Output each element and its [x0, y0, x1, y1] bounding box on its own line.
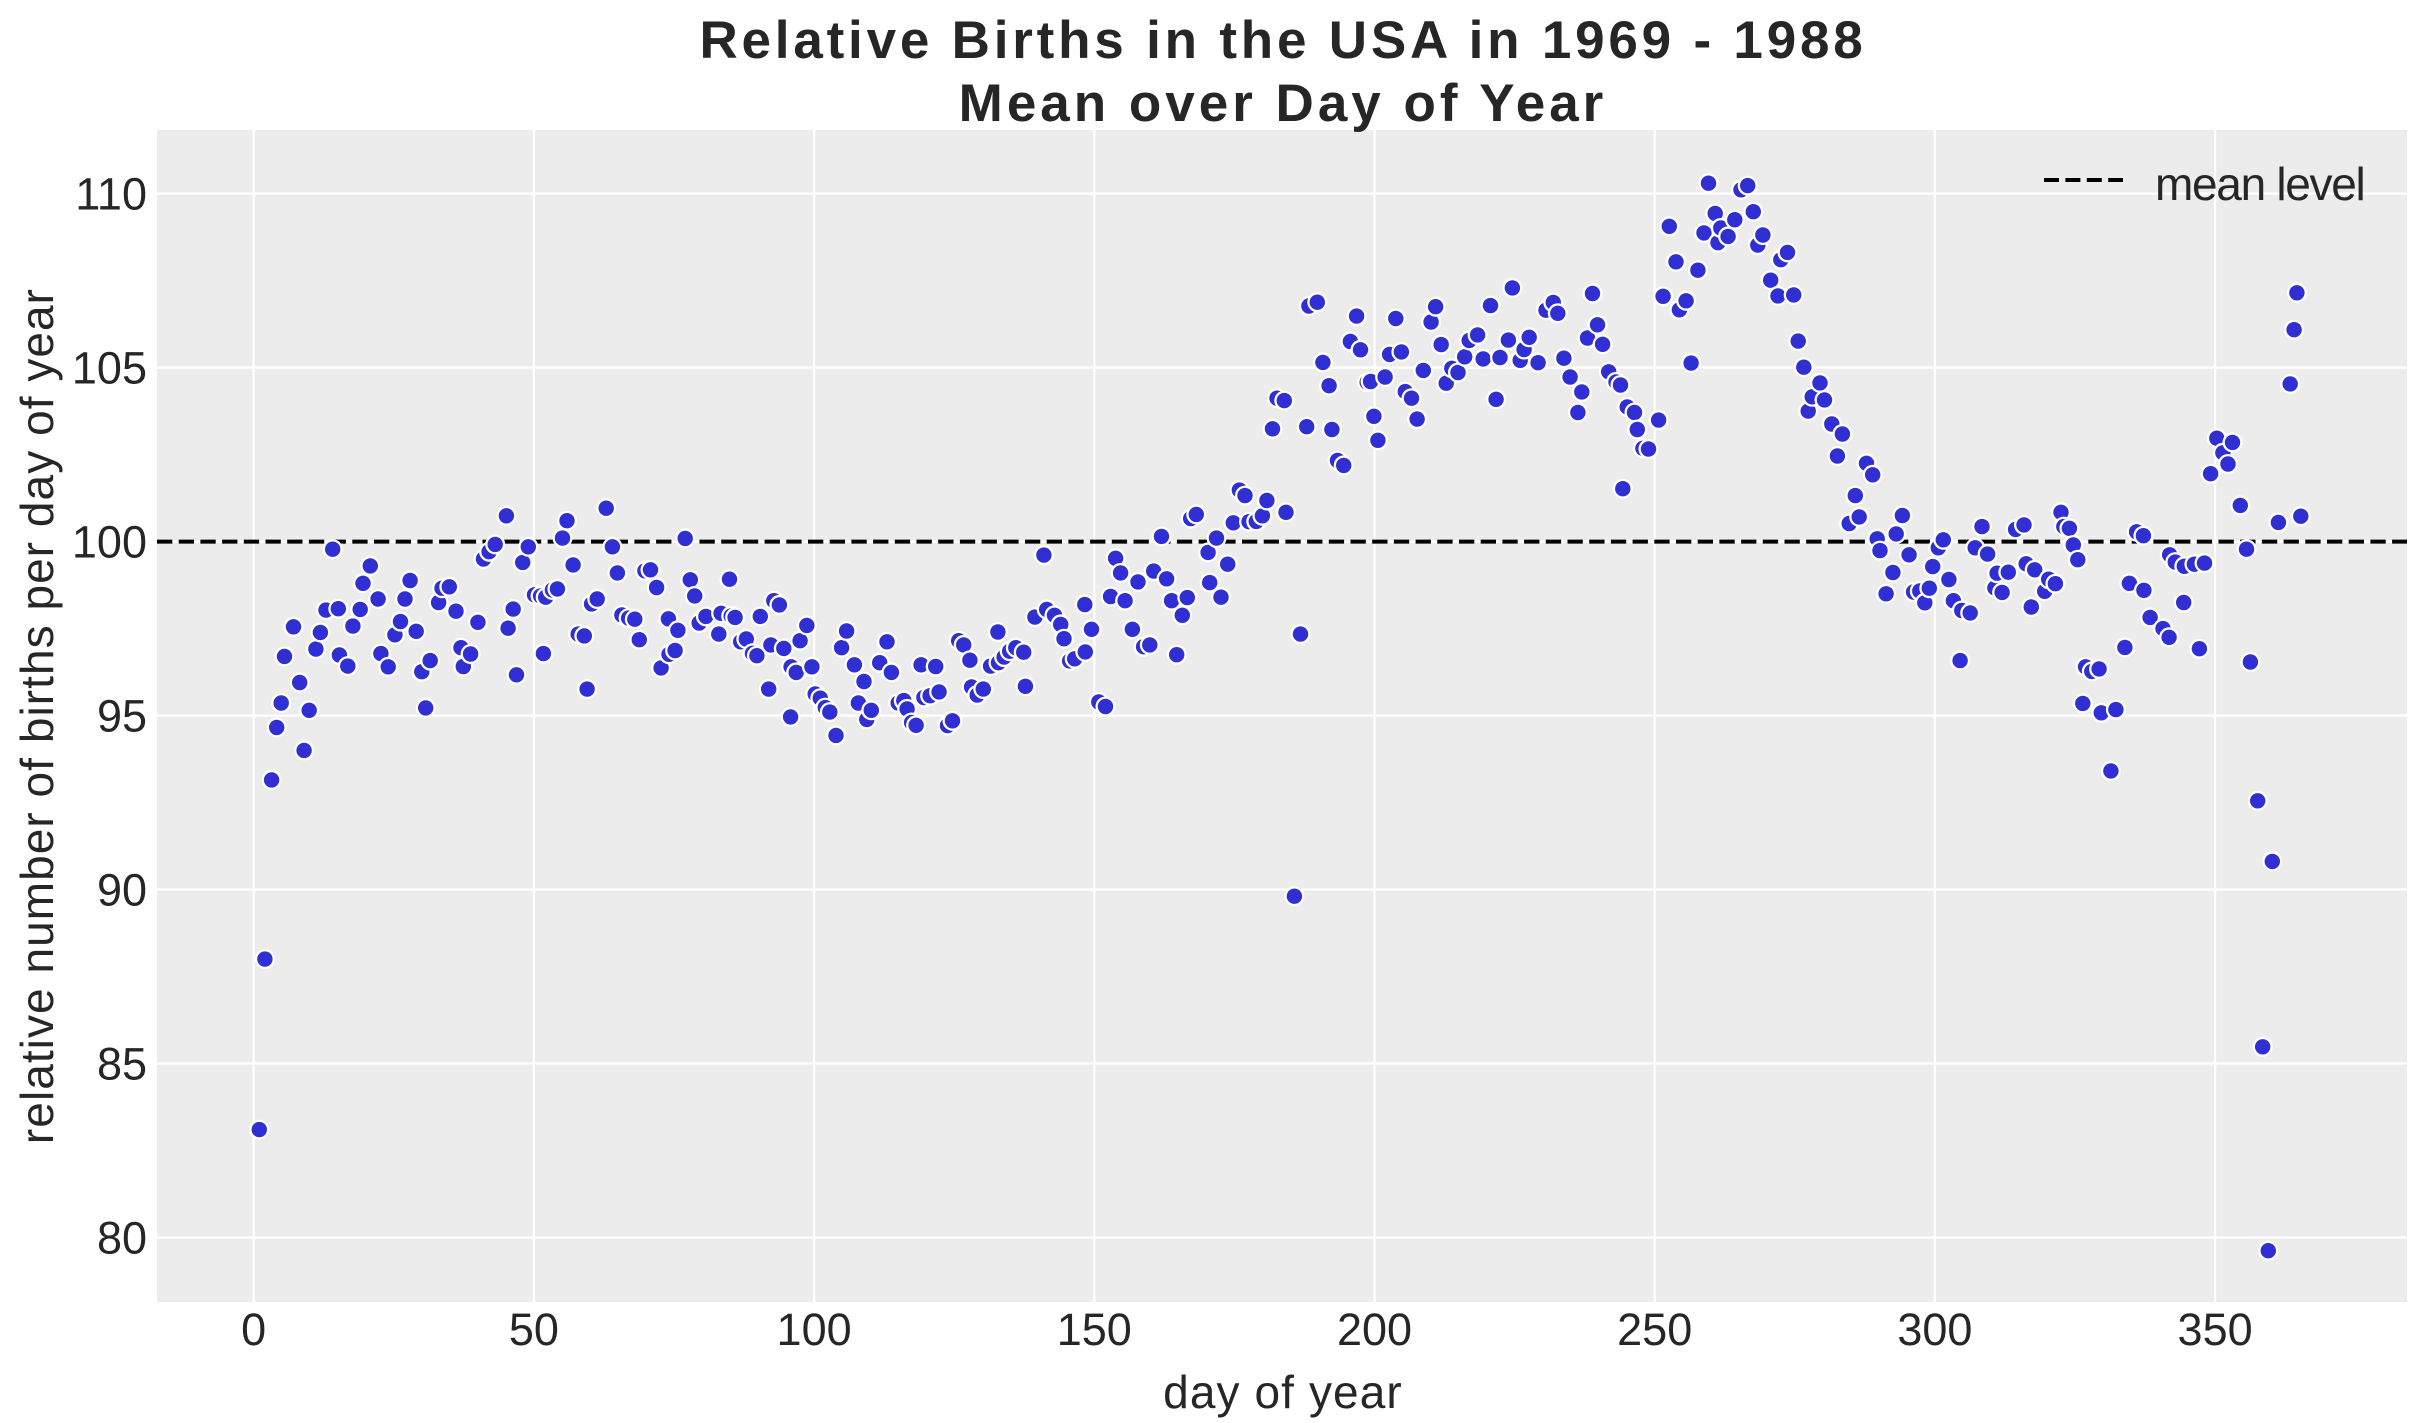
- svg-text:110: 110: [75, 169, 147, 220]
- svg-text:relative number of births per: relative number of births per day of yea…: [11, 288, 63, 1144]
- svg-text:200: 200: [1337, 1304, 1412, 1355]
- svg-text:Relative Births in the USA in: Relative Births in the USA in 1969 - 198…: [699, 11, 1866, 70]
- svg-text:100: 100: [72, 517, 147, 568]
- svg-text:Mean over Day of Year: Mean over Day of Year: [959, 74, 1608, 133]
- svg-text:95: 95: [97, 691, 147, 742]
- svg-text:105: 105: [72, 343, 147, 394]
- svg-text:90: 90: [97, 865, 147, 916]
- svg-text:350: 350: [2178, 1304, 2253, 1355]
- svg-text:day of year: day of year: [1163, 1366, 1403, 1418]
- svg-text:100: 100: [777, 1304, 852, 1355]
- svg-text:80: 80: [97, 1213, 147, 1264]
- svg-text:300: 300: [1897, 1304, 1972, 1355]
- svg-text:150: 150: [1057, 1304, 1132, 1355]
- svg-text:0: 0: [241, 1304, 266, 1355]
- svg-text:250: 250: [1617, 1304, 1692, 1355]
- svg-text:85: 85: [97, 1039, 147, 1090]
- svg-text:50: 50: [509, 1304, 559, 1355]
- svg-text:mean level: mean level: [2155, 158, 2364, 210]
